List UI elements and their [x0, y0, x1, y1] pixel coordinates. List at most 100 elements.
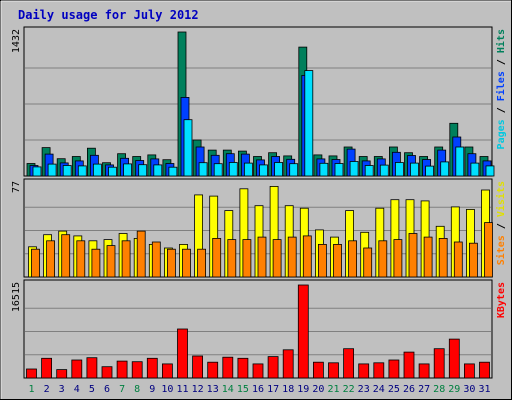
panel-kbytes: 16515 KBytes	[11, 279, 507, 379]
day-label: 15	[237, 384, 249, 395]
day-label: 3	[59, 384, 65, 395]
pages-bar	[440, 161, 450, 177]
day-label: 4	[74, 384, 80, 395]
sites-bar	[197, 248, 207, 278]
pages-bar	[379, 164, 389, 177]
sites-bar	[317, 243, 327, 278]
y-max-label: 1432	[11, 29, 22, 53]
day-label: 30	[463, 384, 475, 395]
panel-hits-files-pages: 1432 Pages / Files / Hits	[11, 26, 507, 177]
legend-item: /	[496, 217, 507, 235]
pages-bar	[47, 163, 57, 177]
day-label: 27	[418, 384, 430, 395]
sites-bar	[302, 235, 312, 278]
pages-bar	[183, 119, 193, 177]
pages-bar	[228, 162, 238, 177]
kbytes-bar	[448, 338, 460, 379]
panel-area	[23, 26, 493, 177]
pages-bar	[334, 163, 344, 177]
kbytes-bar	[222, 356, 234, 379]
sites-bar	[106, 245, 116, 278]
kbytes-bar	[207, 361, 219, 379]
day-label: 6	[104, 384, 110, 395]
legend-item: Hits	[495, 29, 507, 53]
day-label: 28	[433, 384, 445, 395]
pages-bar	[470, 162, 480, 177]
legend-item: Visits	[495, 181, 507, 217]
kbytes-bar	[312, 361, 324, 379]
sites-bar	[91, 248, 101, 278]
sites-bar	[484, 222, 493, 278]
legend-item: KBytes	[496, 282, 507, 318]
sites-bar	[272, 239, 282, 278]
kbytes-bar	[41, 357, 52, 379]
sites-bar	[242, 239, 252, 278]
kbytes-bar	[177, 328, 188, 379]
sites-bar	[438, 237, 448, 278]
pages-bar	[32, 166, 42, 177]
day-label: 20	[312, 384, 324, 395]
series-pages	[32, 70, 495, 177]
kbytes-bar	[56, 369, 68, 379]
kbytes-bar	[237, 357, 249, 379]
pages-bar	[349, 161, 359, 177]
pages-bar	[289, 163, 299, 177]
sites-bar	[348, 240, 358, 278]
kbytes-bar	[26, 368, 37, 379]
kbytes-bar	[71, 359, 83, 379]
kbytes-bar	[131, 361, 143, 379]
day-label: 21	[327, 384, 339, 395]
sites-bar	[393, 239, 403, 278]
pages-bar	[319, 162, 329, 177]
pages-bar	[123, 163, 132, 177]
pages-bar	[153, 164, 163, 177]
legend: Pages / Files / Hits	[495, 29, 507, 149]
kbytes-bar	[463, 363, 475, 379]
pages-bar	[168, 166, 178, 177]
sites-bar	[46, 240, 55, 278]
pages-bar	[410, 162, 419, 177]
day-label: 23	[358, 384, 370, 395]
day-label: 9	[149, 384, 155, 395]
sites-bar	[61, 234, 71, 278]
day-label: 5	[89, 384, 95, 395]
pages-bar	[364, 165, 374, 177]
kbytes-bar	[146, 357, 158, 379]
pages-bar	[243, 162, 253, 177]
sites-bar	[363, 247, 373, 278]
sites-bar	[378, 240, 388, 278]
pages-bar	[77, 165, 87, 177]
kbytes-bar	[388, 359, 400, 379]
kbytes-bar	[358, 363, 370, 379]
pages-bar	[198, 162, 208, 177]
kbytes-bar	[403, 351, 415, 379]
sites-bar	[333, 243, 342, 278]
pages-bar	[213, 163, 223, 177]
panel-visits-sites: 77 Sites / Visits	[11, 178, 507, 278]
kbytes-bar	[116, 360, 128, 379]
sites-bar	[468, 242, 478, 278]
sites-bar	[257, 236, 267, 278]
kbytes-bar	[343, 348, 355, 379]
legend: KBytes	[496, 282, 507, 318]
day-label: 29	[448, 384, 460, 395]
sites-bar	[166, 248, 176, 278]
legend-item: Files	[495, 71, 507, 101]
legend-item: /	[496, 53, 507, 71]
series-sites	[31, 222, 493, 278]
pages-bar	[274, 162, 284, 177]
pages-bar	[62, 165, 72, 177]
kbytes-bar	[101, 366, 113, 379]
day-label: 17	[267, 384, 279, 395]
pages-bar	[485, 165, 495, 177]
kbytes-bar	[86, 357, 98, 379]
day-label: 1	[28, 384, 34, 395]
kbytes-bar	[161, 363, 173, 379]
kbytes-bar	[282, 349, 294, 379]
sites-bar	[423, 236, 433, 278]
pages-bar	[425, 165, 435, 177]
day-label: 13	[207, 384, 219, 395]
sites-bar	[31, 248, 40, 278]
day-label: 19	[297, 384, 309, 395]
